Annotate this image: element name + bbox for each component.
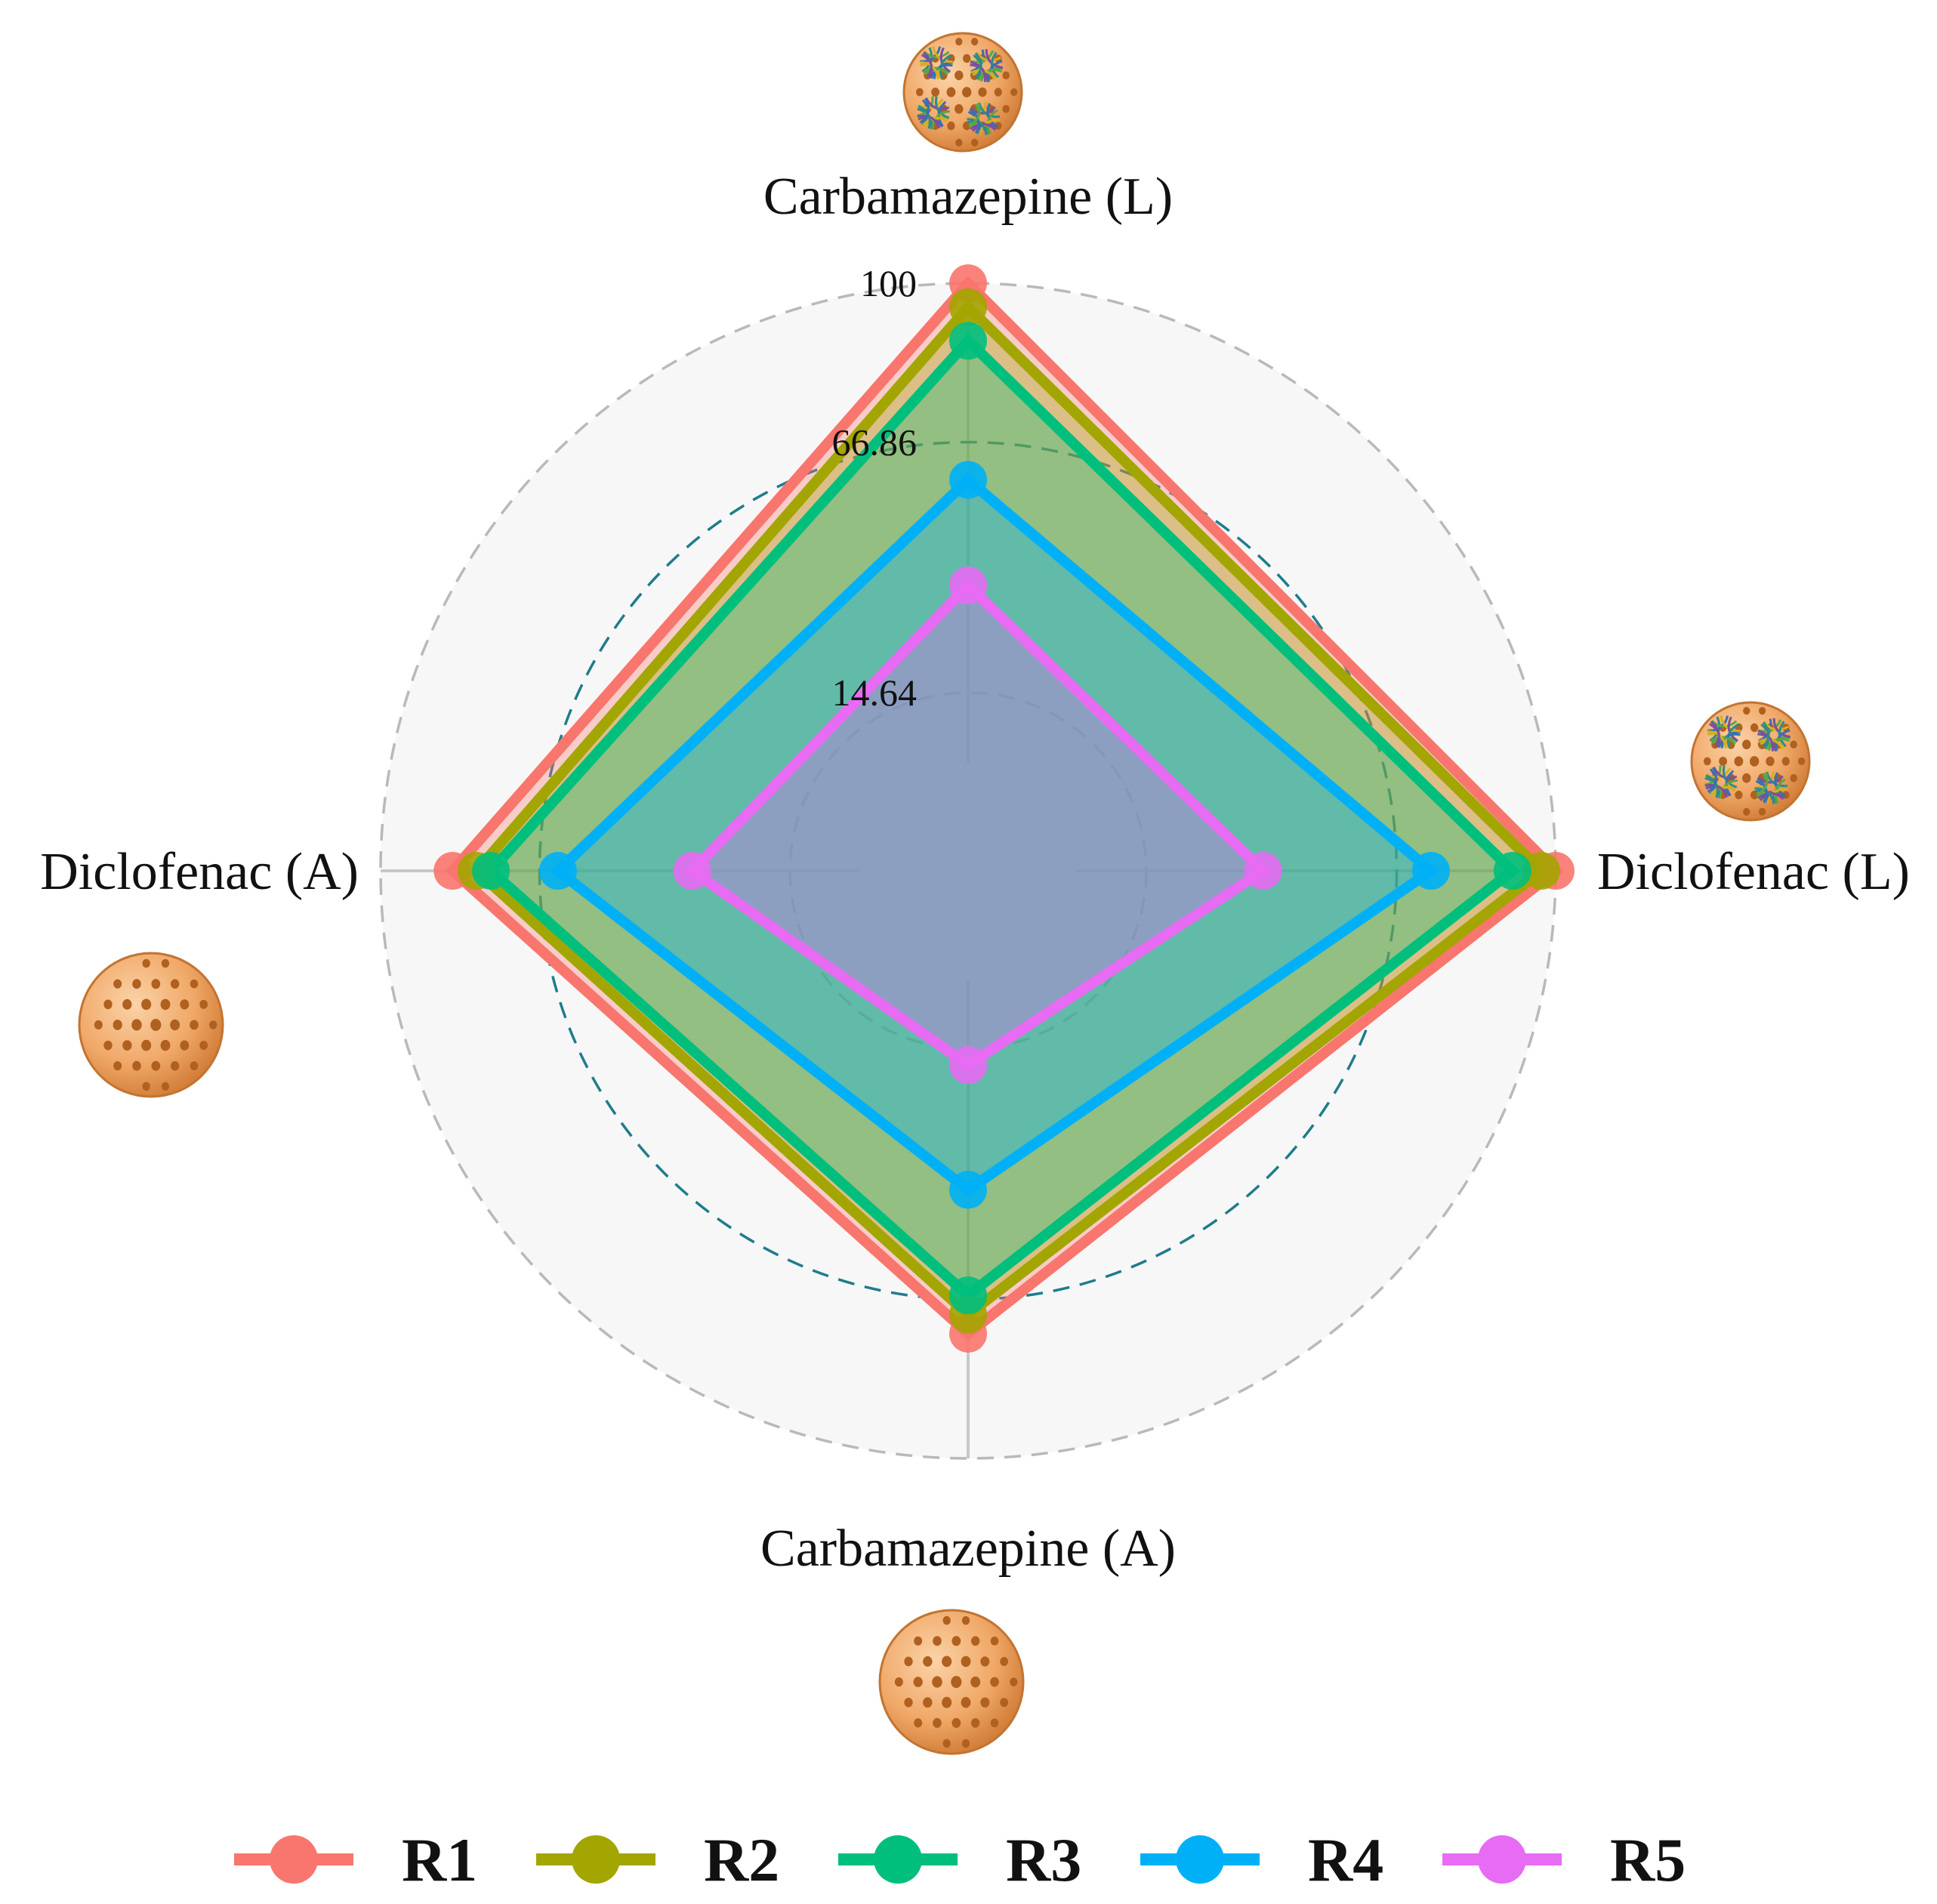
- axis-label: Diclofenac (A): [40, 843, 359, 901]
- series-r4-point: [1411, 852, 1450, 890]
- series-r4-point: [949, 1171, 987, 1209]
- legend-label: R3: [1006, 1825, 1081, 1894]
- legend-label: R4: [1308, 1825, 1383, 1894]
- series-r5-point: [1244, 852, 1282, 890]
- series-r3-point: [1493, 852, 1531, 890]
- legend-label: R2: [704, 1825, 779, 1894]
- porous-particle-icon: [78, 952, 224, 1098]
- series-r5-point: [949, 566, 987, 605]
- legend-item-r5: R5: [1442, 1825, 1686, 1894]
- series-r3-point: [949, 1276, 987, 1315]
- series-r4-point: [538, 852, 577, 890]
- legend-swatch-point: [270, 1835, 318, 1884]
- porous-particle-icon: [878, 1609, 1025, 1755]
- legend-swatch-point: [874, 1835, 922, 1884]
- particle-with-enzymes-icon: [1690, 701, 1811, 822]
- series-r3-point: [472, 852, 510, 890]
- radial-tick-label: 66.86: [832, 421, 918, 463]
- legend-label: R5: [1610, 1825, 1686, 1894]
- series-r3-point: [949, 322, 987, 360]
- series-r2-point: [1522, 852, 1560, 890]
- axis-label: Carbamazepine (A): [760, 1520, 1176, 1578]
- radial-tick-label: 100: [860, 262, 917, 304]
- series-r5-point: [949, 1046, 987, 1085]
- series-r5-point: [673, 852, 711, 890]
- legend-item-r3: R3: [838, 1825, 1081, 1894]
- axis-label: Diclofenac (L): [1597, 843, 1910, 901]
- legend-item-r2: R2: [536, 1825, 779, 1894]
- legend-label: R1: [402, 1825, 477, 1894]
- legend-swatch-point: [1478, 1835, 1526, 1884]
- legend-item-r4: R4: [1140, 1825, 1383, 1894]
- series-r4-point: [949, 461, 987, 499]
- series-r2-point: [949, 288, 987, 326]
- particle-with-enzymes-icon: [902, 32, 1023, 153]
- radial-tick-label: 14.64: [832, 671, 918, 714]
- legend-item-r1: R1: [234, 1825, 477, 1894]
- legend-swatch-point: [572, 1835, 620, 1884]
- axis-label: Carbamazepine (L): [763, 168, 1173, 226]
- legend-swatch-point: [1176, 1835, 1224, 1884]
